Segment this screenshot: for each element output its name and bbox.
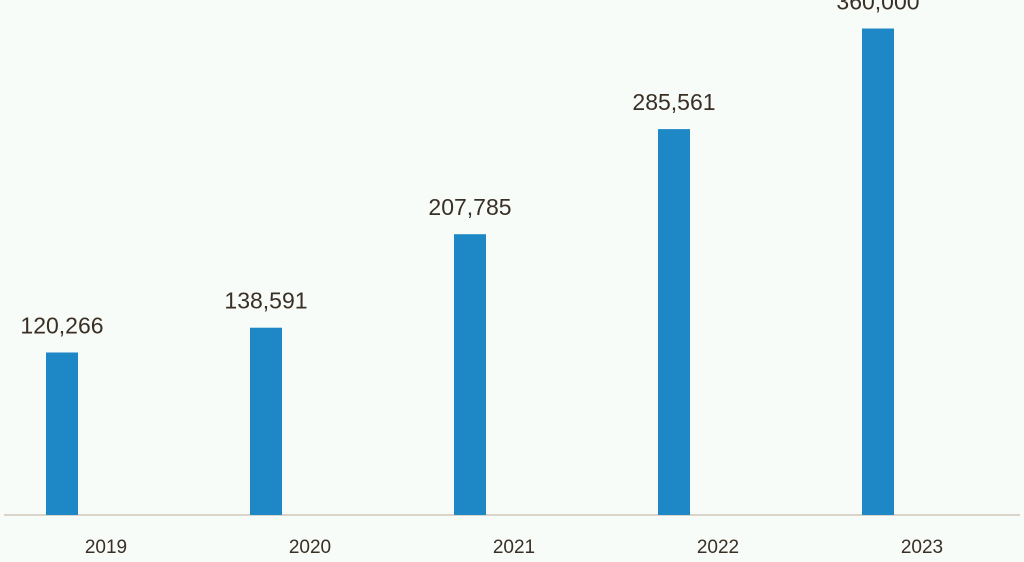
bar-2021 xyxy=(454,234,486,515)
data-label-2019: 120,266 xyxy=(20,312,103,338)
x-tick-label-group: 2019 2020 2021 2022 2023 xyxy=(85,537,943,558)
x-tick-label-2019: 2019 xyxy=(85,537,127,558)
bar-2022 xyxy=(658,129,690,515)
x-tick-label-2023: 2023 xyxy=(901,537,943,558)
bar-2019 xyxy=(46,352,78,515)
data-label-2022: 285,561 xyxy=(632,89,715,115)
bar-2023 xyxy=(862,28,894,515)
data-label-2023: 360,000 xyxy=(836,0,919,15)
x-tick-label-2022: 2022 xyxy=(697,537,739,558)
x-tick-label-2020: 2020 xyxy=(289,537,331,558)
data-label-2021: 207,785 xyxy=(428,194,511,220)
bar-2020 xyxy=(250,327,282,515)
data-label-group: 120,266 138,591 207,785 285,561 360,000 xyxy=(20,0,919,338)
data-label-2020: 138,591 xyxy=(224,288,307,314)
bar-group xyxy=(46,28,894,515)
x-tick-label-2021: 2021 xyxy=(493,537,535,558)
